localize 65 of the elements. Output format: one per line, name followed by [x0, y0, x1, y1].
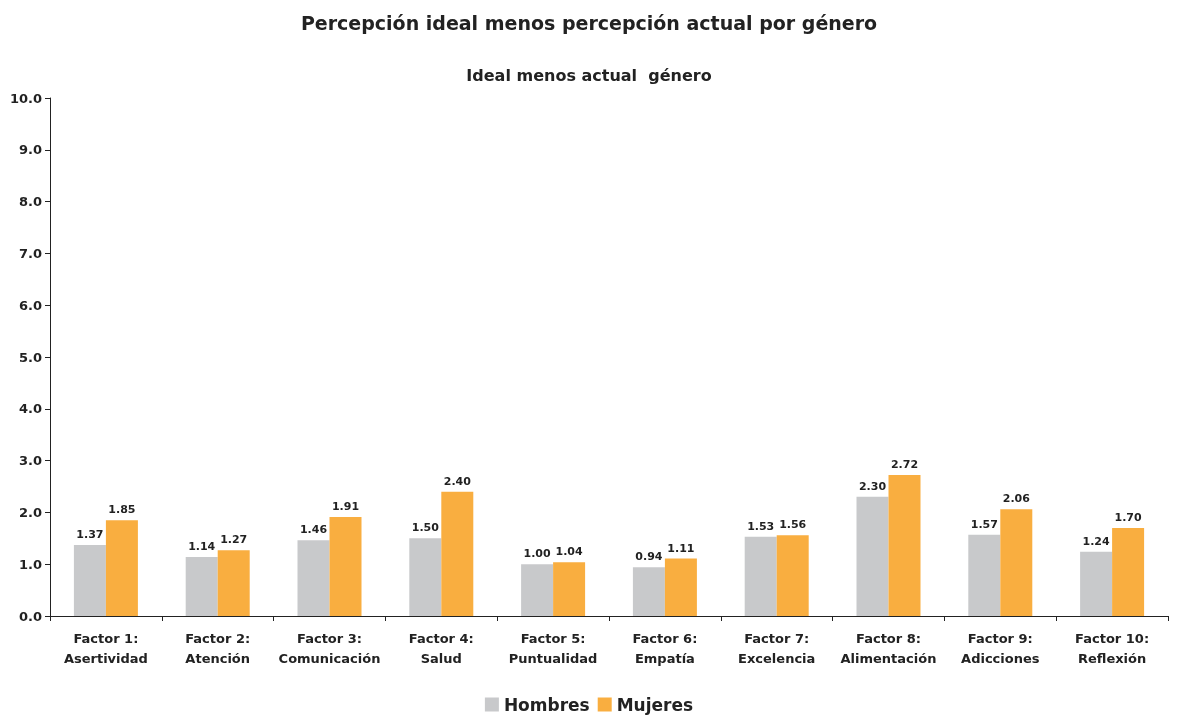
- bar: [521, 564, 554, 616]
- bar: [1080, 551, 1113, 616]
- data-label: 0.94: [635, 550, 663, 564]
- bar: [664, 558, 697, 616]
- bar: [329, 517, 362, 616]
- x-tick-label: Factor 5: Puntualidad: [508, 630, 598, 666]
- x-tick-label: Factor 1: Asertividad: [63, 630, 148, 666]
- y-tick-label: 4.0: [18, 401, 42, 417]
- data-label: 2.06: [1002, 492, 1031, 506]
- y-tick-label: 10.0: [9, 90, 42, 106]
- bar: [632, 567, 665, 616]
- y-tick-label: 9.0: [18, 142, 42, 158]
- data-label: 1.46: [299, 523, 328, 537]
- data-label: 2.30: [858, 479, 887, 493]
- y-tick-label: 5.0: [18, 349, 42, 365]
- chart-subtitle: Ideal menos actual género: [466, 65, 712, 85]
- y-tick-label: 3.0: [18, 453, 42, 469]
- y-tick-label: 0.0: [18, 608, 42, 624]
- bar: [968, 534, 1001, 616]
- chart-title: Percepción ideal menos percepción actual por género: [300, 11, 878, 34]
- data-label: 1.27: [220, 533, 248, 547]
- data-label: 1.50: [411, 521, 440, 535]
- data-label: 2.72: [890, 458, 919, 472]
- bar: [105, 520, 138, 616]
- x-tick-label: Factor 9: Adicciones: [961, 630, 1040, 666]
- bar: [297, 540, 330, 616]
- y-tick-label: 8.0: [18, 194, 42, 210]
- data-label: 1.53: [747, 519, 775, 533]
- legend-label: Hombres: [503, 694, 590, 715]
- x-tick-label: Factor 6: Empatía: [632, 630, 698, 666]
- bar: [776, 535, 809, 616]
- y-tick-label: 6.0: [18, 297, 42, 313]
- x-tick-label: Factor 8: Alimentación: [840, 630, 937, 666]
- bar: [1000, 509, 1033, 616]
- x-tick-label: Factor 2: Atención: [185, 630, 251, 666]
- data-label: 1.37: [76, 528, 104, 542]
- data-label: 1.91: [331, 500, 360, 514]
- bar: [409, 538, 442, 616]
- bar: [441, 491, 474, 616]
- data-label: 1.24: [1082, 534, 1111, 548]
- bar: [217, 550, 250, 616]
- x-tick-label: Factor 7: Excelencia: [738, 630, 816, 666]
- bar: [1112, 527, 1145, 616]
- data-label: 1.56: [779, 518, 807, 532]
- data-label: 1.57: [970, 517, 998, 531]
- y-tick-label: 7.0: [18, 245, 42, 261]
- data-label: 1.00: [523, 547, 552, 561]
- x-tick-label: Factor 4: Salud: [408, 630, 474, 666]
- data-label: 2.40: [443, 474, 472, 488]
- y-tick-label: 2.0: [18, 504, 42, 520]
- legend-label: Mujeres: [616, 694, 694, 715]
- bar: [185, 556, 218, 616]
- x-tick-label: Factor 10: Reflexión: [1075, 630, 1150, 666]
- bar: [856, 496, 889, 616]
- data-label: 1.04: [555, 545, 584, 559]
- data-label: 1.11: [667, 541, 695, 555]
- bar: [73, 545, 106, 616]
- bar: [744, 536, 777, 616]
- x-tick-label: Factor 3: Comunicación: [278, 630, 381, 666]
- data-label: 1.70: [1114, 510, 1143, 524]
- bar: [553, 562, 586, 616]
- data-label: 1.85: [108, 503, 136, 517]
- y-tick-label: 1.0: [18, 556, 42, 572]
- data-label: 1.14: [188, 539, 216, 553]
- bar: [888, 475, 921, 616]
